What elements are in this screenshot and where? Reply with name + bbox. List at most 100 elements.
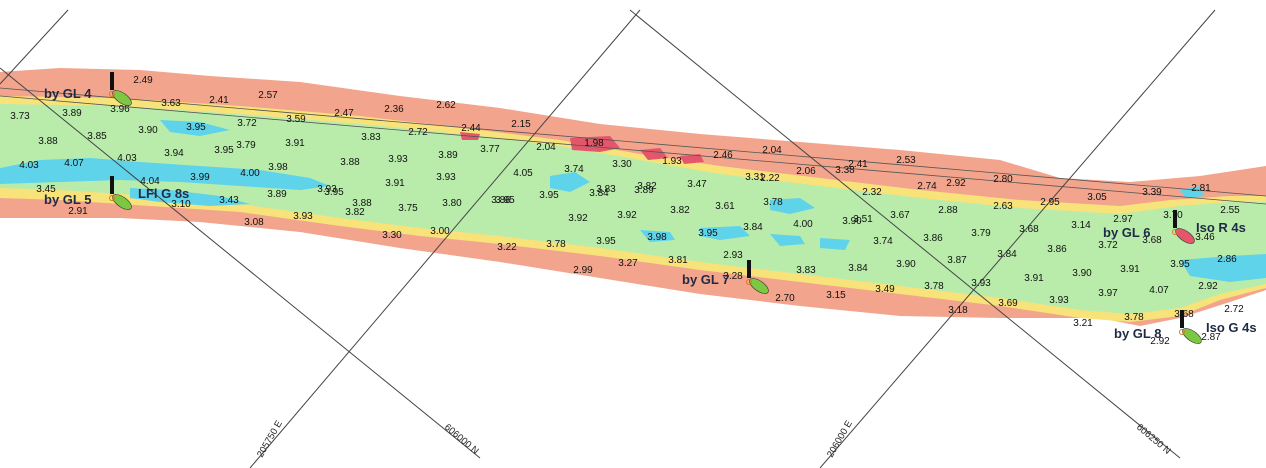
channel-lines bbox=[0, 87, 1266, 205]
sounding: 3.91 bbox=[1120, 264, 1140, 275]
sounding: 4.07 bbox=[1149, 285, 1169, 296]
sounding: 3.08 bbox=[244, 217, 264, 228]
navaid-label: by GL 5 bbox=[44, 192, 91, 207]
navigation-channel bbox=[0, 104, 1266, 314]
sounding: 2.41 bbox=[848, 159, 868, 170]
sounding: 3.47 bbox=[687, 179, 707, 190]
sounding: 3.86 bbox=[491, 195, 511, 206]
sounding: 3.78 bbox=[924, 281, 944, 292]
sounding: 2.95 bbox=[1040, 197, 1060, 208]
sounding: 3.96 bbox=[110, 104, 130, 115]
sounding: 3.93 bbox=[971, 278, 991, 289]
sounding: 3.45 bbox=[36, 184, 56, 195]
sounding: 3.88 bbox=[38, 136, 58, 147]
sounding: 3.82 bbox=[637, 181, 657, 192]
sounding: 3.95 bbox=[698, 228, 718, 239]
sounding: 3.95 bbox=[596, 236, 616, 247]
grid-label: 205750 E bbox=[255, 419, 285, 460]
grid-labels: 205750 E 606000 N 206000 E 606250 N bbox=[255, 419, 1173, 460]
deep-pools bbox=[0, 120, 1266, 282]
sounding: 2.72 bbox=[408, 127, 428, 138]
sounding: 3.78 bbox=[546, 239, 566, 250]
sounding: 3.95 bbox=[214, 145, 234, 156]
sounding: 3.21 bbox=[1073, 318, 1093, 329]
sounding: 2.72 bbox=[1224, 304, 1244, 315]
sounding: 3.92 bbox=[617, 210, 637, 221]
sounding: 2.92 bbox=[946, 178, 966, 189]
sounding: 3.99 bbox=[190, 172, 210, 183]
sounding: 3.83 bbox=[361, 132, 381, 143]
navaid-label: by GL 6 bbox=[1103, 225, 1150, 240]
sounding: 3.28 bbox=[723, 271, 743, 282]
sounding: 2.49 bbox=[133, 75, 153, 86]
sounding: 2.57 bbox=[258, 90, 278, 101]
sounding: 2.46 bbox=[713, 150, 733, 161]
sounding: 2.04 bbox=[762, 145, 782, 156]
sounding: 3.89 bbox=[438, 150, 458, 161]
sounding: 2.92 bbox=[1150, 336, 1170, 347]
sounding: 3.59 bbox=[286, 114, 306, 125]
sounding: 3.81 bbox=[668, 255, 688, 266]
sounding: 3.82 bbox=[345, 207, 365, 218]
navaid-label: by GL 7 bbox=[682, 272, 729, 287]
navaid-label: Iso R 4s bbox=[1196, 220, 1246, 235]
sounding: 3.46 bbox=[1195, 232, 1215, 243]
sounding: 2.44 bbox=[461, 123, 481, 134]
sounding: 3.00 bbox=[430, 226, 450, 237]
sounding: 2.74 bbox=[917, 181, 937, 192]
sounding: 3.91 bbox=[1024, 273, 1044, 284]
sounding: 2.63 bbox=[993, 201, 1013, 212]
green-buoy-icon bbox=[109, 72, 132, 106]
sounding: 2.41 bbox=[209, 95, 229, 106]
sounding: 3.90 bbox=[896, 259, 916, 270]
sounding: 2.32 bbox=[862, 187, 882, 198]
buoys bbox=[109, 72, 1202, 344]
navaid-label: LFl G 8s bbox=[138, 186, 189, 201]
sounding: 3.93 bbox=[436, 172, 456, 183]
sounding: 3.95 bbox=[1170, 259, 1190, 270]
sounding: 3.78 bbox=[1124, 312, 1144, 323]
sounding: 3.80 bbox=[442, 198, 462, 209]
sounding: 3.98 bbox=[647, 232, 667, 243]
sounding: 3.95 bbox=[495, 195, 515, 206]
sounding: 3.74 bbox=[564, 164, 584, 175]
sounding: 3.73 bbox=[10, 111, 30, 122]
sounding: 3.90 bbox=[1072, 268, 1092, 279]
sounding: 3.91 bbox=[285, 138, 305, 149]
sounding: 1.98 bbox=[584, 138, 604, 149]
sounding: 4.04 bbox=[140, 176, 160, 187]
sounding: 3.89 bbox=[634, 185, 654, 196]
sounding: 3.27 bbox=[618, 258, 638, 269]
sounding: 3.49 bbox=[875, 284, 895, 295]
sounding: 3.93 bbox=[1049, 295, 1069, 306]
sounding: 3.43 bbox=[219, 195, 239, 206]
sounding: 3.68 bbox=[1019, 224, 1039, 235]
sounding: 3.95 bbox=[539, 190, 559, 201]
sounding: 3.39 bbox=[1142, 187, 1162, 198]
sounding: 4.07 bbox=[64, 158, 84, 169]
sounding: 3.89 bbox=[62, 108, 82, 119]
sounding: 3.68 bbox=[1142, 235, 1162, 246]
sounding: 3.51 bbox=[853, 214, 873, 225]
green-buoy-icon bbox=[1179, 310, 1202, 344]
sounding: 3.63 bbox=[161, 98, 181, 109]
sounding: 2.22 bbox=[760, 173, 780, 184]
sounding: 3.98 bbox=[268, 162, 288, 173]
sounding: 2.81 bbox=[1191, 183, 1211, 194]
sounding: 2.70 bbox=[775, 293, 795, 304]
sounding: 1.93 bbox=[662, 156, 682, 167]
sounding: 2.47 bbox=[334, 108, 354, 119]
sounding: 4.03 bbox=[117, 153, 137, 164]
sounding: 3.14 bbox=[1071, 220, 1091, 231]
green-buoy-icon bbox=[746, 260, 769, 294]
sounding: 3.86 bbox=[1047, 244, 1067, 255]
grid-label: 606000 N bbox=[442, 422, 481, 457]
sounding: 2.91 bbox=[68, 206, 88, 217]
sounding: 2.97 bbox=[1113, 214, 1133, 225]
sounding: 3.74 bbox=[873, 236, 893, 247]
sounding: 2.06 bbox=[796, 166, 816, 177]
sounding: 3.61 bbox=[715, 201, 735, 212]
sounding: 3.18 bbox=[948, 305, 968, 316]
grid-label: 606250 N bbox=[1134, 422, 1173, 457]
